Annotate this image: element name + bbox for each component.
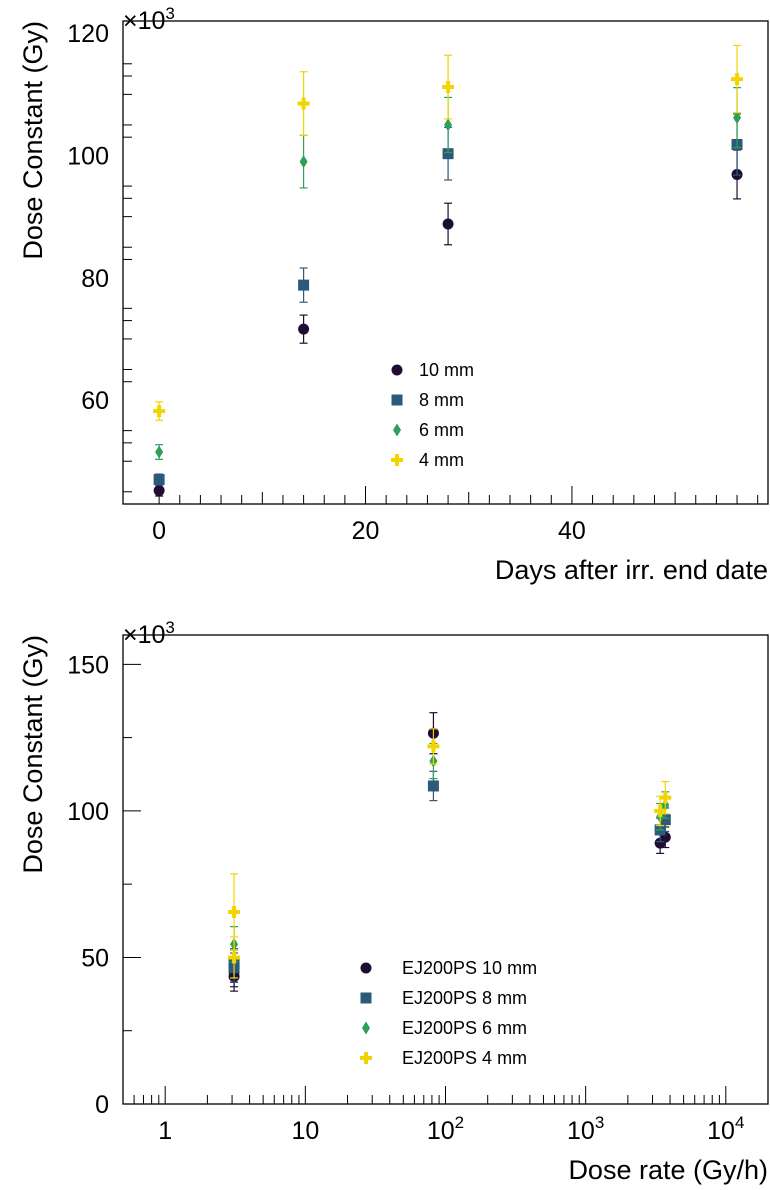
legend-marker: [360, 992, 372, 1004]
y-axis-label: Dose Constant (Gy): [18, 635, 48, 874]
y-axis-multiplier-exponent: 3: [165, 4, 174, 23]
legend-entry: 6 mm: [419, 420, 464, 440]
x-tick-label-base: 10: [567, 1117, 595, 1145]
legend: 10 mm 8 mm 6 mm 4 mm: [391, 360, 474, 470]
x-tick-label-exponent: 2: [455, 1113, 464, 1132]
legend-entry: 4 mm: [419, 450, 464, 470]
legend-marker: [360, 1052, 372, 1064]
x-tick-label: 0: [152, 517, 166, 545]
legend-marker: [391, 454, 403, 466]
y-tick-label: 150: [67, 651, 109, 679]
y-axis-multiplier-base: ×10: [123, 621, 165, 649]
series-2: [155, 87, 742, 460]
series-3: [153, 44, 744, 421]
legend-entry: EJ200PS 6 mm: [402, 1018, 527, 1038]
y-axis-multiplier: ×103: [123, 4, 175, 35]
y-axis-multiplier-base: ×10: [123, 7, 165, 35]
x-tick-label-base: 10: [427, 1117, 455, 1145]
legend-marker: [360, 962, 372, 974]
series-0: [228, 712, 671, 992]
x-tick-label-base: 10: [707, 1117, 735, 1145]
y-tick-label: 120: [67, 20, 109, 48]
y-tick-label: 80: [81, 265, 109, 293]
x-tick-label: 102: [427, 1113, 464, 1145]
x-tick-label: 1: [158, 1117, 172, 1145]
legend-entry: 8 mm: [419, 390, 464, 410]
data-point: [442, 81, 455, 94]
x-tick-label: 20: [352, 517, 380, 545]
plot-frame: [122, 20, 769, 505]
series-3: [228, 728, 672, 979]
series-1: [228, 770, 671, 983]
legend-marker: [393, 423, 401, 437]
legend-marker: [362, 1021, 370, 1035]
legend-marker: [391, 394, 403, 406]
x-axis-label: Days after irr. end date: [495, 555, 768, 585]
x-tick-label: 40: [558, 517, 586, 545]
y-tick-label: 100: [67, 143, 109, 171]
y-tick-label: 60: [81, 387, 109, 415]
data-point: [733, 111, 742, 125]
legend-marker: [391, 364, 403, 376]
data-point: [155, 445, 164, 459]
y-axis-label: Dose Constant (Gy): [18, 21, 48, 260]
data-point: [427, 740, 440, 753]
data-point: [297, 97, 310, 110]
data-point: [299, 155, 308, 169]
x-tick-label: 103: [567, 1113, 604, 1145]
y-tick-label: 100: [67, 798, 109, 826]
legend-entry: EJ200PS 8 mm: [402, 988, 527, 1008]
x-axis-label: Dose rate (Gy/h): [568, 1155, 768, 1185]
data-point: [659, 791, 672, 804]
data-point: [298, 279, 310, 291]
data-point: [427, 780, 439, 792]
y-tick-label: 50: [81, 944, 109, 972]
chart-top-dose-constant-vs-days: 60 80 100 120 0 20 40 ×103 Days after irr. end d…: [18, 4, 769, 585]
data-point: [442, 218, 454, 230]
y-tick-label: 0: [95, 1091, 109, 1119]
data-point: [654, 804, 667, 817]
data-point: [442, 148, 454, 160]
series-2: [230, 742, 670, 963]
y-axis-multiplier: ×103: [123, 618, 175, 649]
data-point: [153, 474, 165, 486]
legend-entry: EJ200PS 4 mm: [402, 1048, 527, 1068]
x-tick-label-base: 10: [291, 1117, 319, 1145]
x-tick-label-base: 1: [158, 1117, 172, 1145]
data-point: [228, 906, 241, 919]
data-point: [153, 405, 166, 418]
series-0: [153, 149, 743, 497]
legend-entry: 10 mm: [419, 360, 474, 380]
x-tick-label-exponent: 4: [735, 1113, 744, 1132]
data-point: [298, 323, 310, 335]
y-axis-multiplier-exponent: 3: [165, 618, 174, 637]
data-point: [659, 814, 671, 826]
x-tick-label-exponent: 3: [595, 1113, 604, 1132]
data-point: [153, 485, 165, 497]
x-tick-label: 10: [291, 1117, 319, 1145]
data-point: [228, 951, 241, 964]
legend-entry: EJ200PS 10 mm: [402, 958, 537, 978]
data-point: [444, 118, 453, 132]
legend: EJ200PS 10 mm EJ200PS 8 mm EJ200PS 6 mm EJ2…: [360, 958, 537, 1068]
x-tick-label: 104: [707, 1113, 744, 1145]
data-point: [731, 73, 744, 86]
